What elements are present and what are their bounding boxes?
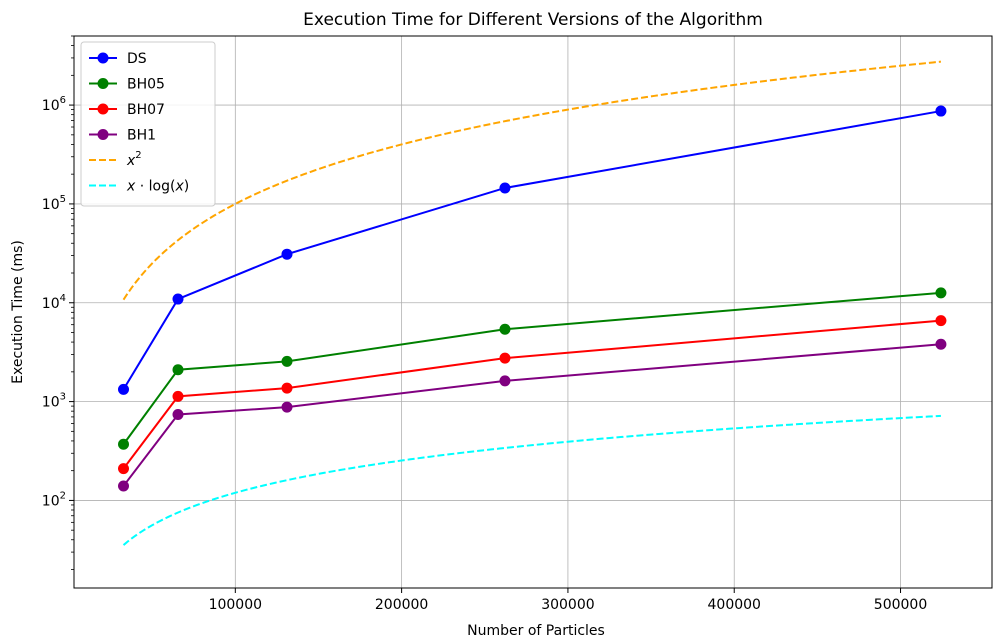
legend-item: x2	[89, 150, 142, 169]
x-tick-label: 300000	[541, 597, 594, 613]
y-axis-label: Execution Time (ms)	[10, 240, 26, 384]
x-tick-label: 500000	[874, 597, 927, 613]
legend-label: BH05	[127, 77, 165, 93]
y-tick-label: 102	[42, 490, 66, 509]
legend-marker	[97, 103, 109, 115]
series-line-5	[122, 60, 942, 301]
series-point-3	[172, 390, 184, 402]
series-line-6	[122, 414, 941, 546]
x-tick-label: 200000	[375, 597, 428, 613]
y-tick-base: 10	[42, 98, 60, 114]
y-tick-base: 10	[42, 395, 60, 411]
legend-item: BH05	[89, 77, 165, 93]
legend-label: BH07	[127, 102, 165, 118]
legend-label-var: x	[174, 179, 184, 195]
legend-label: x2	[126, 150, 142, 169]
legend-item: x · log(x)	[89, 179, 189, 195]
legend-label-sup: 2	[135, 150, 141, 161]
legend-marker	[97, 78, 109, 89]
legend-marker	[97, 129, 109, 140]
series-point-4	[281, 401, 293, 413]
legend-marker	[97, 52, 109, 64]
x-tick-label: 400000	[708, 597, 761, 613]
series-point-3	[499, 352, 511, 364]
series-point-2	[172, 364, 184, 376]
series-point-1	[281, 248, 293, 260]
series-point-2	[499, 323, 511, 335]
legend-label: DS	[127, 51, 147, 67]
x-tick-label: 100000	[209, 597, 262, 613]
y-tick-exponent: 5	[60, 194, 66, 205]
y-tick-exponent: 6	[60, 95, 66, 106]
series-point-1	[118, 383, 130, 395]
chart-title: Execution Time for Different Versions of…	[303, 10, 763, 30]
y-tick-label: 103	[42, 392, 66, 411]
legend-item: BH07	[89, 102, 165, 118]
legend-label: BH1	[127, 128, 156, 144]
legend-label: x · log(x)	[126, 179, 189, 195]
series-point-3	[935, 315, 947, 327]
legend-item: BH1	[89, 128, 156, 144]
series-point-4	[172, 409, 184, 421]
legend-label-var: x	[126, 153, 136, 169]
series-point-3	[281, 382, 293, 394]
y-tick-base: 10	[42, 493, 60, 509]
y-tick-label: 106	[42, 95, 66, 114]
series-point-1	[172, 293, 184, 305]
y-tick-base: 10	[42, 296, 60, 312]
series-point-4	[499, 375, 511, 387]
y-tick-base: 10	[42, 197, 60, 213]
legend-label-var: x	[126, 179, 136, 195]
y-tick-exponent: 2	[60, 490, 66, 501]
legend-label-end: )	[184, 179, 189, 195]
plot-area	[118, 60, 947, 546]
y-tick-label: 105	[42, 194, 66, 213]
series-point-3	[118, 463, 130, 475]
y-tick-label: 104	[42, 293, 66, 312]
y-tick-exponent: 3	[60, 392, 66, 403]
legend-label-mid: · log(	[135, 179, 175, 195]
series-point-4	[935, 338, 947, 350]
grid	[74, 36, 992, 588]
x-axis-label: Number of Particles	[467, 623, 605, 639]
series-point-2	[935, 287, 947, 299]
x-axis: 100000 200000 300000 400000 500000	[209, 588, 927, 613]
series-point-2	[281, 355, 293, 367]
series-point-4	[118, 480, 130, 492]
legend-item: DS	[89, 51, 147, 67]
series-point-2	[118, 438, 130, 450]
series-point-1	[935, 105, 947, 117]
y-tick-exponent: 4	[60, 293, 66, 304]
series-point-1	[499, 182, 511, 194]
